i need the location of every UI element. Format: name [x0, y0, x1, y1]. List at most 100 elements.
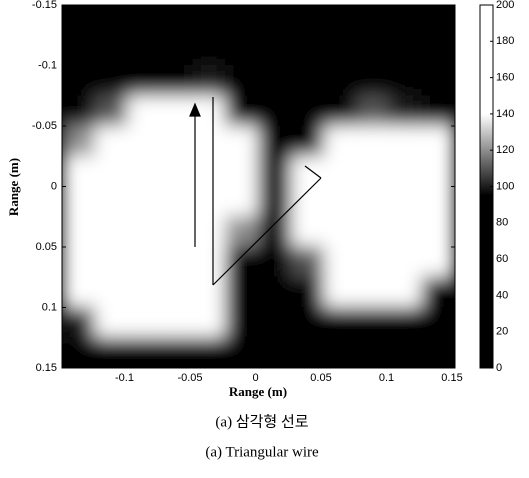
heatmap-cell	[127, 155, 161, 187]
heatmap-cell	[323, 95, 358, 127]
heatmap-cell	[127, 95, 161, 127]
heatmap-cell	[127, 337, 161, 368]
heatmap-cell	[127, 276, 161, 308]
heatmap-cell	[127, 216, 161, 248]
heatmap-cell	[127, 34, 161, 66]
heatmap-cell	[159, 246, 194, 278]
heatmap-cell	[389, 246, 423, 278]
heatmap-cell	[225, 65, 259, 97]
heatmap-cell	[159, 34, 194, 66]
heatmap-cell	[323, 276, 358, 308]
heatmap-cell	[290, 65, 325, 97]
heatmap-cell	[389, 337, 423, 368]
colorbar-tick-label: 80	[496, 217, 508, 229]
heatmap-cell	[258, 155, 292, 187]
heatmap-cell	[94, 186, 128, 218]
heatmap-cell	[421, 95, 455, 127]
heatmap-cell	[225, 307, 259, 339]
heatmap-cell	[421, 155, 455, 187]
colorbar-tick-label: 60	[496, 253, 508, 265]
heatmap-cell	[356, 155, 390, 187]
heatmap-cell	[159, 125, 194, 157]
heatmap-cell	[290, 216, 325, 248]
heatmap-cell	[225, 216, 259, 248]
heatmap-cell	[192, 65, 227, 97]
y-axis-label: Range (m)	[6, 158, 21, 216]
heatmap-cell	[290, 246, 325, 278]
heatmap-cell	[356, 246, 390, 278]
heatmap-cell	[192, 216, 227, 248]
heatmap-cell	[192, 125, 227, 157]
heatmap-cell	[323, 186, 358, 218]
heatmap-cell	[290, 125, 325, 157]
heatmap-cell	[421, 307, 455, 339]
heatmap-cell	[159, 5, 194, 36]
heatmap-cell	[159, 65, 194, 97]
heatmap-cell	[258, 65, 292, 97]
heatmap-cell	[192, 307, 227, 339]
heatmap-cell	[94, 276, 128, 308]
heatmap-cell	[421, 246, 455, 278]
y-tick-label: -0.1	[38, 59, 57, 71]
heatmap-cell	[421, 34, 455, 66]
heatmap-cell	[127, 125, 161, 157]
heatmap-cell	[421, 337, 455, 368]
heatmap-cell	[290, 337, 325, 368]
heatmap-cell	[323, 5, 358, 36]
y-tick-label: -0.15	[32, 0, 57, 11]
heatmap-cell	[356, 5, 390, 36]
heatmap-cell	[258, 125, 292, 157]
heatmap-cell	[225, 5, 259, 36]
colorbar-tick-label: 180	[496, 35, 514, 47]
heatmap-cell	[389, 186, 423, 218]
heatmap-cell	[94, 216, 128, 248]
heatmap-cell	[258, 95, 292, 127]
heatmap-cell	[62, 186, 96, 218]
heatmap-cell	[389, 5, 423, 36]
heatmap-cell	[421, 186, 455, 218]
heatmap-cell	[127, 307, 161, 339]
heatmap-cell	[356, 337, 390, 368]
colorbar-tick-label: 20	[496, 326, 508, 338]
heatmap-cell	[389, 34, 423, 66]
heatmap-cell	[290, 95, 325, 127]
heatmap-cell	[258, 5, 292, 36]
heatmap-cell	[323, 216, 358, 248]
y-tick-label: 0.15	[36, 362, 57, 374]
heatmap-cell	[94, 34, 128, 66]
heatmap-cell	[192, 5, 227, 36]
heatmap-cell	[290, 5, 325, 36]
heatmap-cell	[421, 125, 455, 157]
heatmap-cell	[421, 276, 455, 308]
heatmap-cell	[225, 34, 259, 66]
heatmap-cell	[159, 155, 194, 187]
heatmap-cell	[62, 34, 96, 66]
heatmap-cell	[94, 337, 128, 368]
heatmap-cell	[356, 276, 390, 308]
heatmap-cell	[356, 186, 390, 218]
heatmap-cell	[290, 34, 325, 66]
arrow-head	[189, 102, 201, 117]
colorbar-tick-label: 40	[496, 289, 508, 301]
heatmap-cell	[192, 34, 227, 66]
heatmap-cell	[159, 186, 194, 218]
heatmap-cell	[62, 246, 96, 278]
heatmap-cell	[258, 276, 292, 308]
colorbar-tick-label: 0	[496, 362, 502, 374]
heatmap-cell	[290, 155, 325, 187]
heatmap-cell	[159, 276, 194, 308]
heatmap-cell	[356, 95, 390, 127]
caption-english: (a) Triangular wire	[205, 444, 319, 460]
heatmap-cell	[356, 125, 390, 157]
heatmap-cell	[62, 276, 96, 308]
heatmap-cell	[225, 246, 259, 278]
heatmap-cell	[192, 186, 227, 218]
x-tick-label: 0.15	[441, 372, 462, 384]
heatmap-cell	[225, 186, 259, 218]
heatmap-cell	[127, 186, 161, 218]
heatmap-cell	[62, 125, 96, 157]
heatmap-cell	[159, 307, 194, 339]
x-tick-label: 0.1	[379, 372, 394, 384]
x-tick-label: 0.05	[310, 372, 331, 384]
x-tick-label: -0.1	[115, 372, 134, 384]
